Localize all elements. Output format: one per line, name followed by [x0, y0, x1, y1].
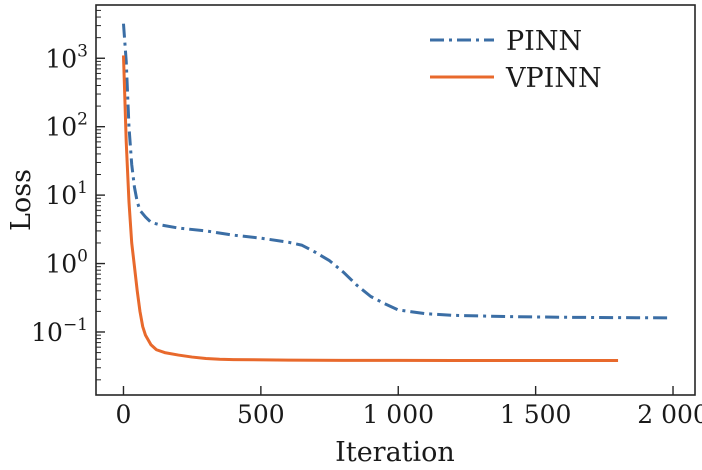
y-tick-exponent: −1 [63, 315, 88, 335]
y-tick-label: 102 [45, 110, 88, 142]
x-tick-label: 1 000 [362, 400, 434, 429]
y-tick-exponent: 2 [77, 110, 88, 130]
series-line-pinn [121, 23, 668, 320]
x-axis-title: Iteration [335, 437, 455, 468]
series-line-vpinn [121, 55, 619, 363]
y-axis-title: Loss [6, 169, 37, 231]
y-tick-base: 10 [45, 250, 77, 279]
y-tick-base: 10 [45, 113, 77, 142]
x-ticks: 0 500 1 000 1 500 2 000 [116, 386, 702, 429]
y-tick-exponent: 3 [77, 41, 88, 61]
y-tick-base: 10 [45, 44, 77, 73]
legend-label-pinn: PINN [506, 26, 582, 57]
x-tick-label: 0 [116, 400, 132, 429]
plot-frame [95, 4, 696, 396]
y-tick-label: 100 [45, 247, 88, 279]
legend: PINN VPINN [430, 26, 602, 94]
y-tick-label: 101 [45, 178, 88, 210]
series-group [121, 23, 668, 363]
y-tick-exponent: 0 [77, 247, 88, 267]
x-tick-label: 500 [237, 400, 285, 429]
y-tick-label: 103 [45, 41, 88, 73]
y-tick-base: 10 [45, 181, 77, 210]
y-tick-exponent: 1 [77, 178, 88, 198]
x-tick-label: 2 000 [637, 400, 702, 429]
x-tick-label: 1 500 [500, 400, 572, 429]
y-tick-label: 10−1 [31, 315, 88, 347]
legend-label-vpinn: VPINN [505, 63, 602, 94]
y-tick-base: 10 [31, 318, 63, 347]
